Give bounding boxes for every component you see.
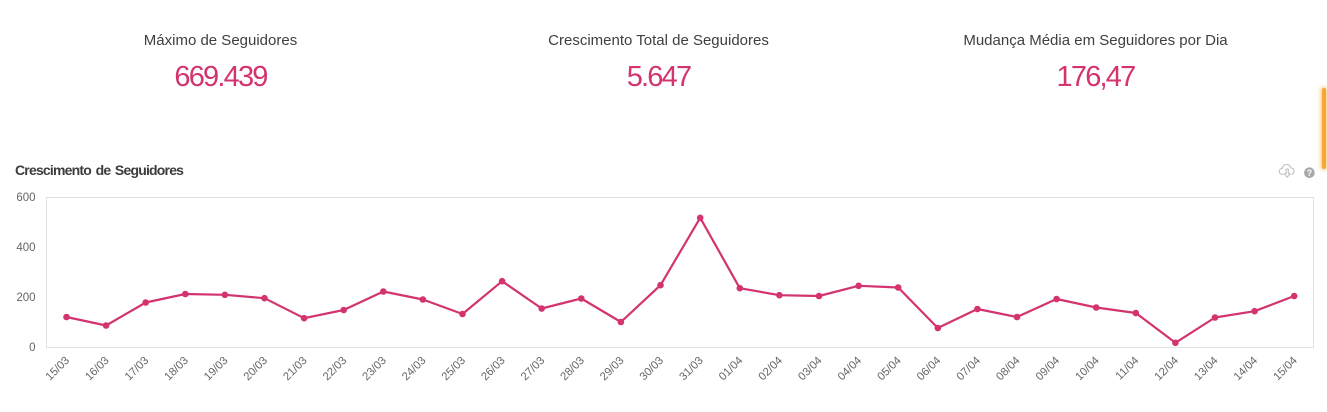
svg-text:29/03: 29/03 <box>598 355 626 383</box>
svg-text:17/03: 17/03 <box>123 355 151 383</box>
svg-text:13/04: 13/04 <box>1192 355 1220 383</box>
svg-text:600: 600 <box>16 192 35 204</box>
svg-text:03/04: 03/04 <box>796 355 824 383</box>
svg-text:05/04: 05/04 <box>875 355 903 383</box>
svg-text:16/03: 16/03 <box>83 355 111 383</box>
svg-text:09/04: 09/04 <box>1034 355 1062 383</box>
svg-text:08/04: 08/04 <box>994 355 1022 383</box>
svg-text:31/03: 31/03 <box>677 355 705 383</box>
svg-text:12/04: 12/04 <box>1153 355 1181 383</box>
svg-text:15/03: 15/03 <box>44 355 72 383</box>
svg-text:28/03: 28/03 <box>558 355 586 383</box>
svg-text:?: ? <box>1307 168 1313 178</box>
svg-text:19/03: 19/03 <box>202 355 230 383</box>
svg-text:01/04: 01/04 <box>717 355 745 383</box>
svg-text:20/03: 20/03 <box>242 355 270 383</box>
svg-text:30/03: 30/03 <box>638 355 666 383</box>
svg-text:06/04: 06/04 <box>915 355 943 383</box>
svg-text:21/03: 21/03 <box>281 355 309 383</box>
svg-text:04/04: 04/04 <box>836 355 864 383</box>
svg-text:26/03: 26/03 <box>479 355 507 383</box>
svg-text:22/03: 22/03 <box>321 355 349 383</box>
svg-text:18/03: 18/03 <box>162 355 190 383</box>
svg-text:07/04: 07/04 <box>955 355 983 383</box>
svg-text:10/04: 10/04 <box>1073 355 1101 383</box>
svg-text:25/03: 25/03 <box>440 355 468 383</box>
svg-text:02/04: 02/04 <box>757 355 785 383</box>
svg-text:400: 400 <box>16 242 35 254</box>
svg-text:14/04: 14/04 <box>1232 355 1260 383</box>
svg-text:0: 0 <box>29 342 35 354</box>
svg-text:23/03: 23/03 <box>360 355 388 383</box>
svg-text:24/03: 24/03 <box>400 355 428 383</box>
svg-text:200: 200 <box>16 292 35 304</box>
svg-text:15/04: 15/04 <box>1271 355 1299 383</box>
svg-text:27/03: 27/03 <box>519 355 547 383</box>
svg-text:11/04: 11/04 <box>1114 355 1142 383</box>
